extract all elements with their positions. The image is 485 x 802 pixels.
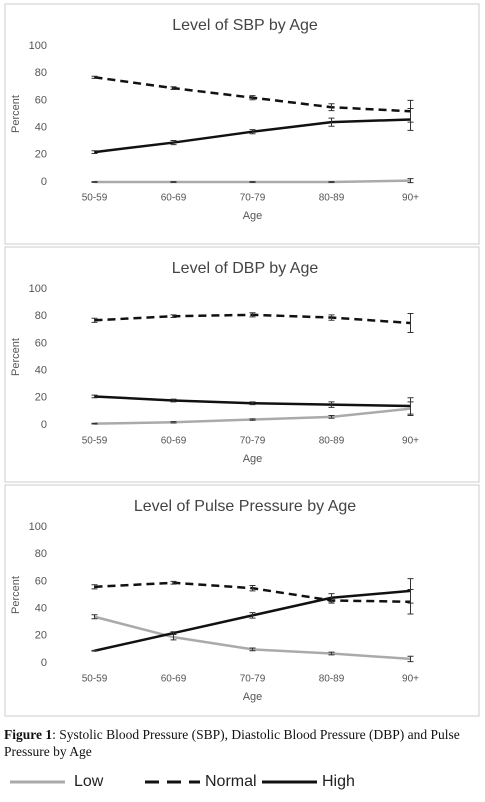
error-bar (91, 317, 98, 323)
error-bar (249, 401, 256, 406)
x-tick-label: 60-69 (161, 193, 187, 204)
error-bar (170, 580, 177, 585)
series-line (94, 76, 411, 113)
x-tick-label: 70-79 (240, 674, 266, 685)
x-tick-label: 90+ (402, 436, 419, 447)
x-axis-label: Age (243, 453, 263, 465)
error-bar (249, 584, 256, 592)
error-bar (91, 75, 98, 79)
caption-text: : Systolic Blood Pressure (SBP), Diastol… (4, 727, 460, 759)
error-bar (407, 312, 414, 334)
y-tick-label: 80 (35, 310, 47, 322)
error-bar (249, 181, 256, 183)
error-bar (91, 150, 98, 154)
error-bar (328, 117, 335, 127)
panel-border (4, 246, 480, 483)
error-bar (407, 655, 414, 663)
panel-border (4, 484, 480, 717)
error-bar (170, 631, 177, 635)
error-bar (328, 651, 335, 656)
series-line (94, 615, 411, 661)
x-tick-label: 80-89 (319, 674, 345, 685)
charts: Level of SBP by Age Percent Age 0 20 40 60 80 10… (4, 3, 480, 717)
error-bar (407, 578, 414, 604)
error-bar (328, 181, 335, 183)
error-bar (170, 140, 177, 146)
error-bar (407, 108, 414, 131)
y-tick-label: 80 (35, 548, 47, 560)
error-bar (170, 181, 177, 183)
x-tick-label: 70-79 (240, 436, 266, 447)
error-bar (249, 95, 256, 101)
error-bar (170, 398, 177, 403)
error-bar (407, 178, 414, 184)
x-tick-label: 50-59 (82, 193, 108, 204)
y-tick-label: 0 (41, 419, 47, 431)
series-line (94, 589, 411, 652)
y-tick-label: 100 (29, 283, 47, 295)
error-bar (249, 129, 256, 135)
series-line (94, 407, 411, 425)
legend-label: Normal (205, 773, 257, 790)
x-tick-label: 80-89 (319, 193, 345, 204)
error-bar (170, 421, 177, 424)
y-axis-label: Percent (10, 576, 22, 614)
y-tick-label: 60 (35, 94, 47, 106)
y-tick-label: 100 (29, 521, 47, 533)
x-axis-label: Age (243, 691, 263, 703)
y-tick-label: 40 (35, 122, 47, 134)
y-tick-label: 40 (35, 365, 47, 377)
caption: Figure 1: Systolic Blood Pressure (SBP),… (4, 726, 482, 760)
error-bar (170, 314, 177, 319)
series-line (94, 118, 411, 154)
x-tick-label: 70-79 (240, 193, 266, 204)
error-bar (328, 593, 335, 603)
y-tick-label: 80 (35, 67, 47, 79)
error-bar (170, 86, 177, 91)
error-bar (249, 312, 256, 318)
x-tick-label: 90+ (402, 674, 419, 685)
y-tick-label: 0 (41, 176, 47, 188)
caption-label: Figure 1 (4, 727, 53, 742)
error-bar (91, 649, 98, 652)
x-tick-label: 50-59 (82, 674, 108, 685)
chart-title: Level of SBP by Age (172, 17, 318, 34)
chart-title: Level of Pulse Pressure by Age (134, 498, 356, 515)
x-tick-label: 80-89 (319, 436, 345, 447)
error-bar (328, 314, 335, 321)
y-tick-label: 60 (35, 575, 47, 587)
y-tick-label: 60 (35, 337, 47, 349)
x-tick-label: 60-69 (161, 436, 187, 447)
legend-label: Low (74, 773, 104, 790)
y-tick-label: 100 (29, 40, 47, 52)
error-bar (91, 614, 98, 620)
error-bar (328, 414, 335, 419)
y-tick-label: 0 (41, 657, 47, 669)
x-axis-label: Age (243, 210, 263, 222)
y-axis-label: Percent (10, 338, 22, 376)
legend-label: High (322, 773, 355, 790)
error-bar (407, 397, 414, 415)
legend: Low Normal High (10, 773, 355, 790)
x-tick-label: 90+ (402, 193, 419, 204)
x-tick-label: 50-59 (82, 436, 108, 447)
y-axis-label: Percent (10, 95, 22, 133)
error-bar (328, 103, 335, 112)
y-tick-label: 20 (35, 392, 47, 404)
error-bar (91, 181, 98, 183)
error-bar (249, 418, 256, 421)
error-bar (328, 401, 335, 408)
y-tick-label: 40 (35, 603, 47, 615)
y-tick-label: 20 (35, 630, 47, 642)
error-bar (91, 422, 98, 425)
x-tick-label: 60-69 (161, 674, 187, 685)
panel-border (4, 3, 480, 245)
error-bar (91, 394, 98, 399)
error-bar (249, 612, 256, 619)
error-bar (91, 584, 98, 590)
y-tick-label: 20 (35, 149, 47, 161)
chart-title: Level of DBP by Age (172, 260, 319, 277)
error-bar (249, 647, 256, 652)
